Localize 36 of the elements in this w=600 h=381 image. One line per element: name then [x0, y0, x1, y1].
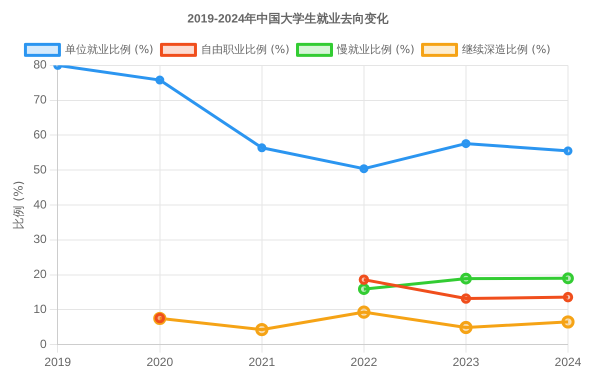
y-tick-label: 40	[33, 197, 48, 212]
legend-label: 单位就业比例 (%)	[64, 42, 154, 56]
point	[255, 322, 268, 336]
point	[460, 293, 472, 304]
x-tick-label: 2022	[350, 355, 378, 370]
legend-label: 自由职业比例 (%)	[200, 42, 290, 56]
chart-title: 2019-2024年中国大学生就业去向变化	[187, 12, 390, 26]
y-tick-label: 50	[33, 162, 48, 176]
point	[562, 292, 574, 302]
y-tick-label: 0	[40, 336, 48, 351]
y-tick-label: 20	[33, 267, 48, 282]
legend-label: 继续深造比例 (%)	[462, 42, 551, 56]
y-tick-label: 30	[33, 232, 48, 246]
y-tick-label: 80	[33, 58, 48, 72]
y-tick-label: 70	[33, 92, 48, 107]
point	[155, 76, 164, 85]
point	[561, 315, 575, 329]
point	[257, 143, 266, 152]
x-tick-label: 2021	[248, 355, 276, 370]
point	[564, 146, 572, 156]
point	[460, 272, 472, 285]
y-tick-label: 60	[33, 128, 48, 142]
legend-label: 慢就业比例 (%)	[336, 42, 415, 56]
point	[562, 272, 574, 284]
y-tick-label: 10	[33, 302, 48, 316]
y-axis-title: 比例 (%)	[11, 180, 26, 230]
point	[358, 274, 370, 285]
x-tick-label: 2023	[452, 355, 480, 370]
point	[357, 306, 370, 319]
point	[358, 283, 370, 296]
point	[461, 139, 470, 148]
x-tick-label: 2019	[44, 355, 72, 370]
x-tick-label: 2020	[146, 355, 174, 370]
point	[459, 320, 473, 334]
x-tick-label: 2024	[554, 355, 582, 370]
point	[359, 164, 368, 174]
